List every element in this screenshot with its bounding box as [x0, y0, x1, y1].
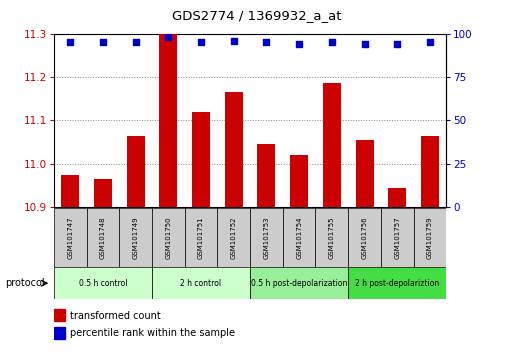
Bar [160, 34, 177, 207]
Text: 0.5 h control: 0.5 h control [78, 279, 127, 288]
Text: protocol: protocol [5, 278, 45, 288]
Text: GDS2774 / 1369932_a_at: GDS2774 / 1369932_a_at [172, 9, 341, 22]
Text: GSM101747: GSM101747 [67, 216, 73, 259]
Bar [348, 208, 381, 267]
Text: GSM101759: GSM101759 [427, 216, 433, 259]
Bar [413, 208, 446, 267]
Bar [250, 208, 283, 267]
Point [426, 40, 434, 45]
Text: GSM101756: GSM101756 [362, 216, 367, 259]
Bar [290, 155, 308, 207]
Text: GSM101750: GSM101750 [165, 216, 171, 259]
Text: 2 h post-depolariztion: 2 h post-depolariztion [355, 279, 439, 288]
Point [99, 40, 107, 45]
Point [295, 41, 303, 47]
Bar [258, 144, 275, 207]
Bar [218, 208, 250, 267]
Bar [87, 208, 119, 267]
Bar [61, 175, 79, 207]
Bar [356, 140, 373, 207]
Text: GSM101751: GSM101751 [198, 216, 204, 259]
Bar [152, 208, 185, 267]
Bar [250, 267, 348, 299]
Point [230, 38, 238, 44]
Text: GSM101757: GSM101757 [394, 216, 400, 259]
Point [131, 40, 140, 45]
Bar [54, 267, 152, 299]
Bar [119, 208, 152, 267]
Text: 0.5 h post-depolarization: 0.5 h post-depolarization [251, 279, 347, 288]
Point [164, 34, 172, 40]
Bar [421, 136, 439, 207]
Bar [323, 84, 341, 207]
Bar [54, 309, 65, 321]
Text: GSM101748: GSM101748 [100, 216, 106, 259]
Text: GSM101754: GSM101754 [296, 216, 302, 259]
Text: GSM101753: GSM101753 [264, 216, 269, 259]
Bar [315, 208, 348, 267]
Text: GSM101749: GSM101749 [133, 216, 139, 259]
Bar [54, 208, 87, 267]
Text: percentile rank within the sample: percentile rank within the sample [70, 328, 235, 338]
Text: GSM101755: GSM101755 [329, 216, 335, 259]
Point [197, 40, 205, 45]
Bar [225, 92, 243, 207]
Text: 2 h control: 2 h control [181, 279, 222, 288]
Bar [127, 136, 145, 207]
Point [262, 40, 270, 45]
Bar [94, 179, 112, 207]
Bar [152, 267, 250, 299]
Text: GSM101752: GSM101752 [231, 216, 236, 259]
Bar [348, 267, 446, 299]
Point [328, 40, 336, 45]
Point [361, 41, 369, 47]
Bar [185, 208, 218, 267]
Bar [381, 208, 413, 267]
Point [66, 40, 74, 45]
Bar [283, 208, 315, 267]
Bar [388, 188, 406, 207]
Bar [54, 327, 65, 339]
Text: transformed count: transformed count [70, 310, 161, 320]
Bar [192, 112, 210, 207]
Point [393, 41, 401, 47]
